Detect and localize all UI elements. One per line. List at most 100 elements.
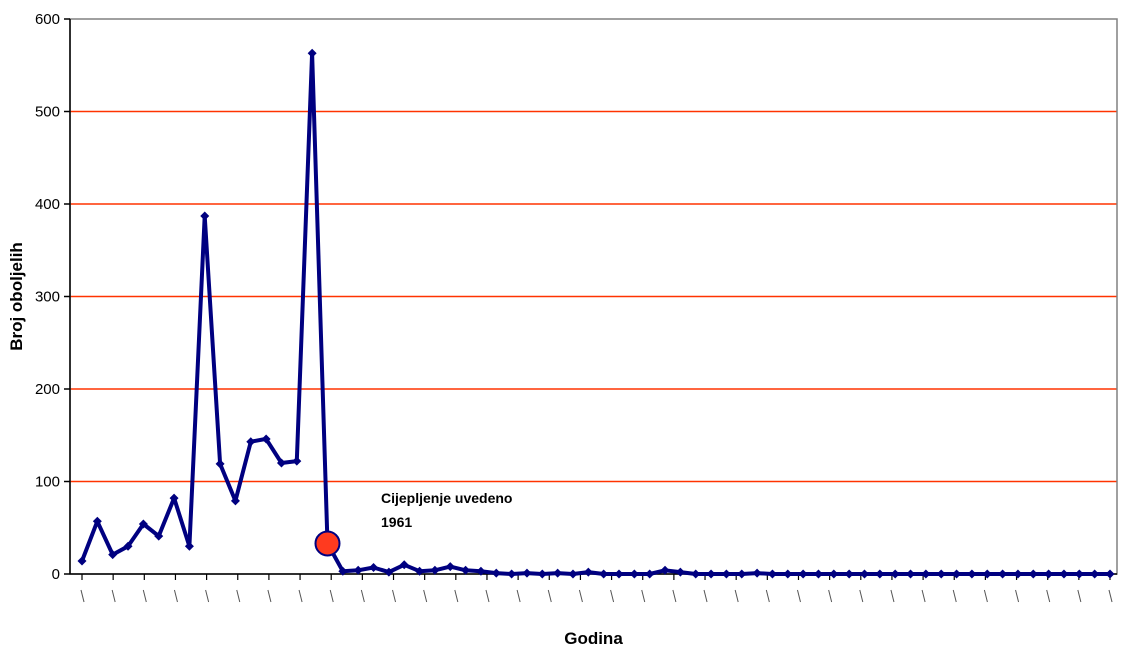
data-point [798,569,808,579]
annotation-line-1: Cijepljenje uvedeno [381,490,512,506]
data-point [952,569,962,579]
x-tick-label-mark [360,589,365,603]
data-point [430,565,440,575]
data-point [583,567,593,577]
data-point [108,550,118,560]
x-tick-label-mark [983,589,988,603]
x-tick-label-mark [423,589,428,603]
annotation-line-2: 1961 [381,514,412,530]
x-tick-label-mark [267,589,272,603]
data-point [553,568,563,578]
data-point [261,434,271,444]
data-point [184,541,194,551]
data-point [906,569,916,579]
x-tick-label-mark [1015,589,1020,603]
data-point [675,567,685,577]
x-tick-label-mark [859,589,864,603]
x-tick-label-mark [828,589,833,603]
data-point [721,569,731,579]
data-point [599,569,609,579]
data-point [767,569,777,579]
x-tick-label-mark [298,589,303,603]
data-point [338,566,348,576]
data-point [537,569,547,579]
x-tick-label-mark [485,589,490,603]
x-tick-label-mark [205,589,210,603]
data-point [154,531,164,541]
y-tick-label: 0 [52,566,60,583]
data-point [629,569,639,579]
x-tick-label-mark [80,589,85,603]
data-point [215,459,225,469]
data-point [384,567,394,577]
x-tick-label-mark [703,589,708,603]
x-tick-label-mark [329,589,334,603]
data-point [998,569,1008,579]
y-axis-title: Broj oboljelih [7,242,26,351]
data-point [921,569,931,579]
x-tick-label-mark [734,589,739,603]
data-point [614,569,624,579]
data-point [399,560,409,570]
data-point [246,437,256,447]
x-tick-label-mark [454,589,459,603]
data-point [1028,569,1038,579]
data-point [123,541,133,551]
x-axis-title: Godina [564,629,623,648]
x-tick-label-mark [641,589,646,603]
data-point [967,569,977,579]
data-point [169,493,179,503]
data-point [1074,569,1084,579]
x-tick-label-mark [1046,589,1051,603]
y-tick-label: 600 [35,11,60,28]
data-point [138,519,148,529]
data-point [645,569,655,579]
x-tick-label-mark [1077,589,1082,603]
data-point [200,211,210,221]
data-point [491,568,501,578]
data-point [353,565,363,575]
x-tick-label-mark [547,589,552,603]
data-point [1044,569,1054,579]
data-point [752,568,762,578]
y-tick-label: 400 [35,196,60,213]
data-point [276,458,286,468]
data-point [507,569,517,579]
vaccination-marker [314,530,341,557]
data-point [307,48,317,58]
x-tick-label-mark [392,589,397,603]
x-tick-label-mark [952,589,957,603]
data-point [522,568,532,578]
data-point [92,516,102,526]
grid-lines [70,110,1117,483]
data-point [813,569,823,579]
x-tick-label-mark [516,589,521,603]
data-point [77,556,87,566]
data-point [982,569,992,579]
data-point [476,566,486,576]
data-point [737,569,747,579]
x-axis [70,573,1117,603]
x-tick-label-mark [236,589,241,603]
data-point [292,456,302,466]
y-tick-label: 300 [35,289,60,306]
data-point [1059,569,1069,579]
data-point [829,569,839,579]
data-point [461,565,471,575]
x-tick-label-mark [578,589,583,603]
data-point [1090,569,1100,579]
data-point [230,496,240,506]
x-tick-label-mark [111,589,116,603]
x-tick-label-mark [765,589,770,603]
data-point [369,563,379,573]
x-tick-label-mark [890,589,895,603]
data-point [660,565,670,575]
series-line [80,51,1110,576]
data-point [1105,569,1115,579]
x-tick-label-mark [796,589,801,603]
y-axis: 0 100 200 300 400 500 600 [35,11,71,583]
x-tick-label-mark [1108,589,1113,603]
data-point [783,569,793,579]
x-tick-label-mark [142,589,147,603]
